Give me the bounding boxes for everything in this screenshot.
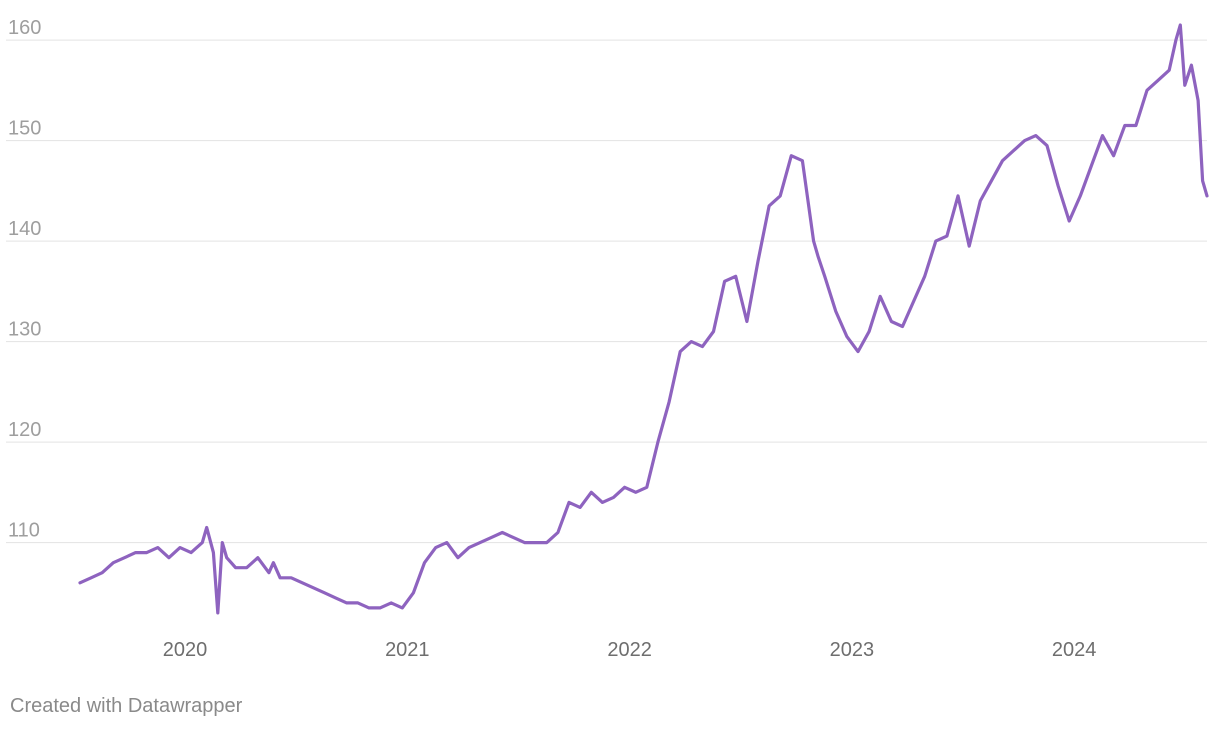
y-tick-label: 130 xyxy=(8,319,41,341)
series-line-value xyxy=(78,23,1209,615)
y-axis-ticks: 110 120 130 140 150 160 xyxy=(8,17,41,541)
x-tick-label: 2024 xyxy=(1052,639,1097,661)
y-tick-label: 160 xyxy=(8,17,41,39)
y-tick-label: 120 xyxy=(8,419,41,441)
y-tick-label: 150 xyxy=(8,118,41,140)
gridlines xyxy=(6,39,1207,544)
y-tick-label: 110 xyxy=(8,520,40,542)
x-tick-label: 2022 xyxy=(607,639,652,661)
credit-text: Created with Datawrapper xyxy=(10,695,243,717)
x-tick-label: 2021 xyxy=(385,639,430,661)
y-tick-label: 140 xyxy=(8,218,41,240)
x-tick-label: 2023 xyxy=(830,639,875,661)
series-layer xyxy=(78,23,1209,615)
x-tick-label: 2020 xyxy=(163,639,208,661)
x-axis-ticks: 2020 2021 2022 2023 2024 xyxy=(163,639,1097,661)
line-chart: 110 120 130 140 150 160 2020 2021 2022 2023 2024 xyxy=(6,17,1209,661)
